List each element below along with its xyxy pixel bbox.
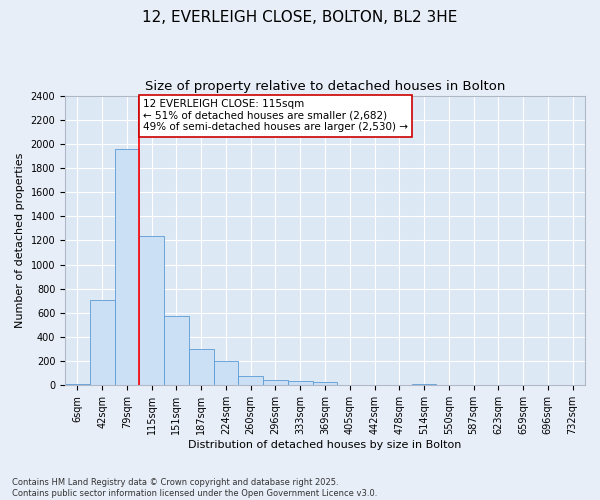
- Y-axis label: Number of detached properties: Number of detached properties: [15, 153, 25, 328]
- Text: 12 EVERLEIGH CLOSE: 115sqm
← 51% of detached houses are smaller (2,682)
49% of s: 12 EVERLEIGH CLOSE: 115sqm ← 51% of deta…: [143, 99, 408, 132]
- Bar: [313, 382, 337, 386]
- Bar: [412, 384, 436, 386]
- Bar: [139, 236, 164, 386]
- Text: 12, EVERLEIGH CLOSE, BOLTON, BL2 3HE: 12, EVERLEIGH CLOSE, BOLTON, BL2 3HE: [142, 10, 458, 25]
- Bar: [263, 380, 288, 386]
- Bar: [560, 384, 585, 386]
- Bar: [238, 376, 263, 386]
- Bar: [115, 148, 139, 386]
- Bar: [214, 361, 238, 386]
- Bar: [511, 384, 535, 386]
- Text: Contains HM Land Registry data © Crown copyright and database right 2025.
Contai: Contains HM Land Registry data © Crown c…: [12, 478, 377, 498]
- X-axis label: Distribution of detached houses by size in Bolton: Distribution of detached houses by size …: [188, 440, 462, 450]
- Bar: [362, 384, 387, 386]
- Title: Size of property relative to detached houses in Bolton: Size of property relative to detached ho…: [145, 80, 505, 93]
- Bar: [288, 381, 313, 386]
- Bar: [65, 384, 90, 386]
- Bar: [461, 384, 486, 386]
- Bar: [189, 348, 214, 386]
- Bar: [164, 316, 189, 386]
- Bar: [90, 300, 115, 386]
